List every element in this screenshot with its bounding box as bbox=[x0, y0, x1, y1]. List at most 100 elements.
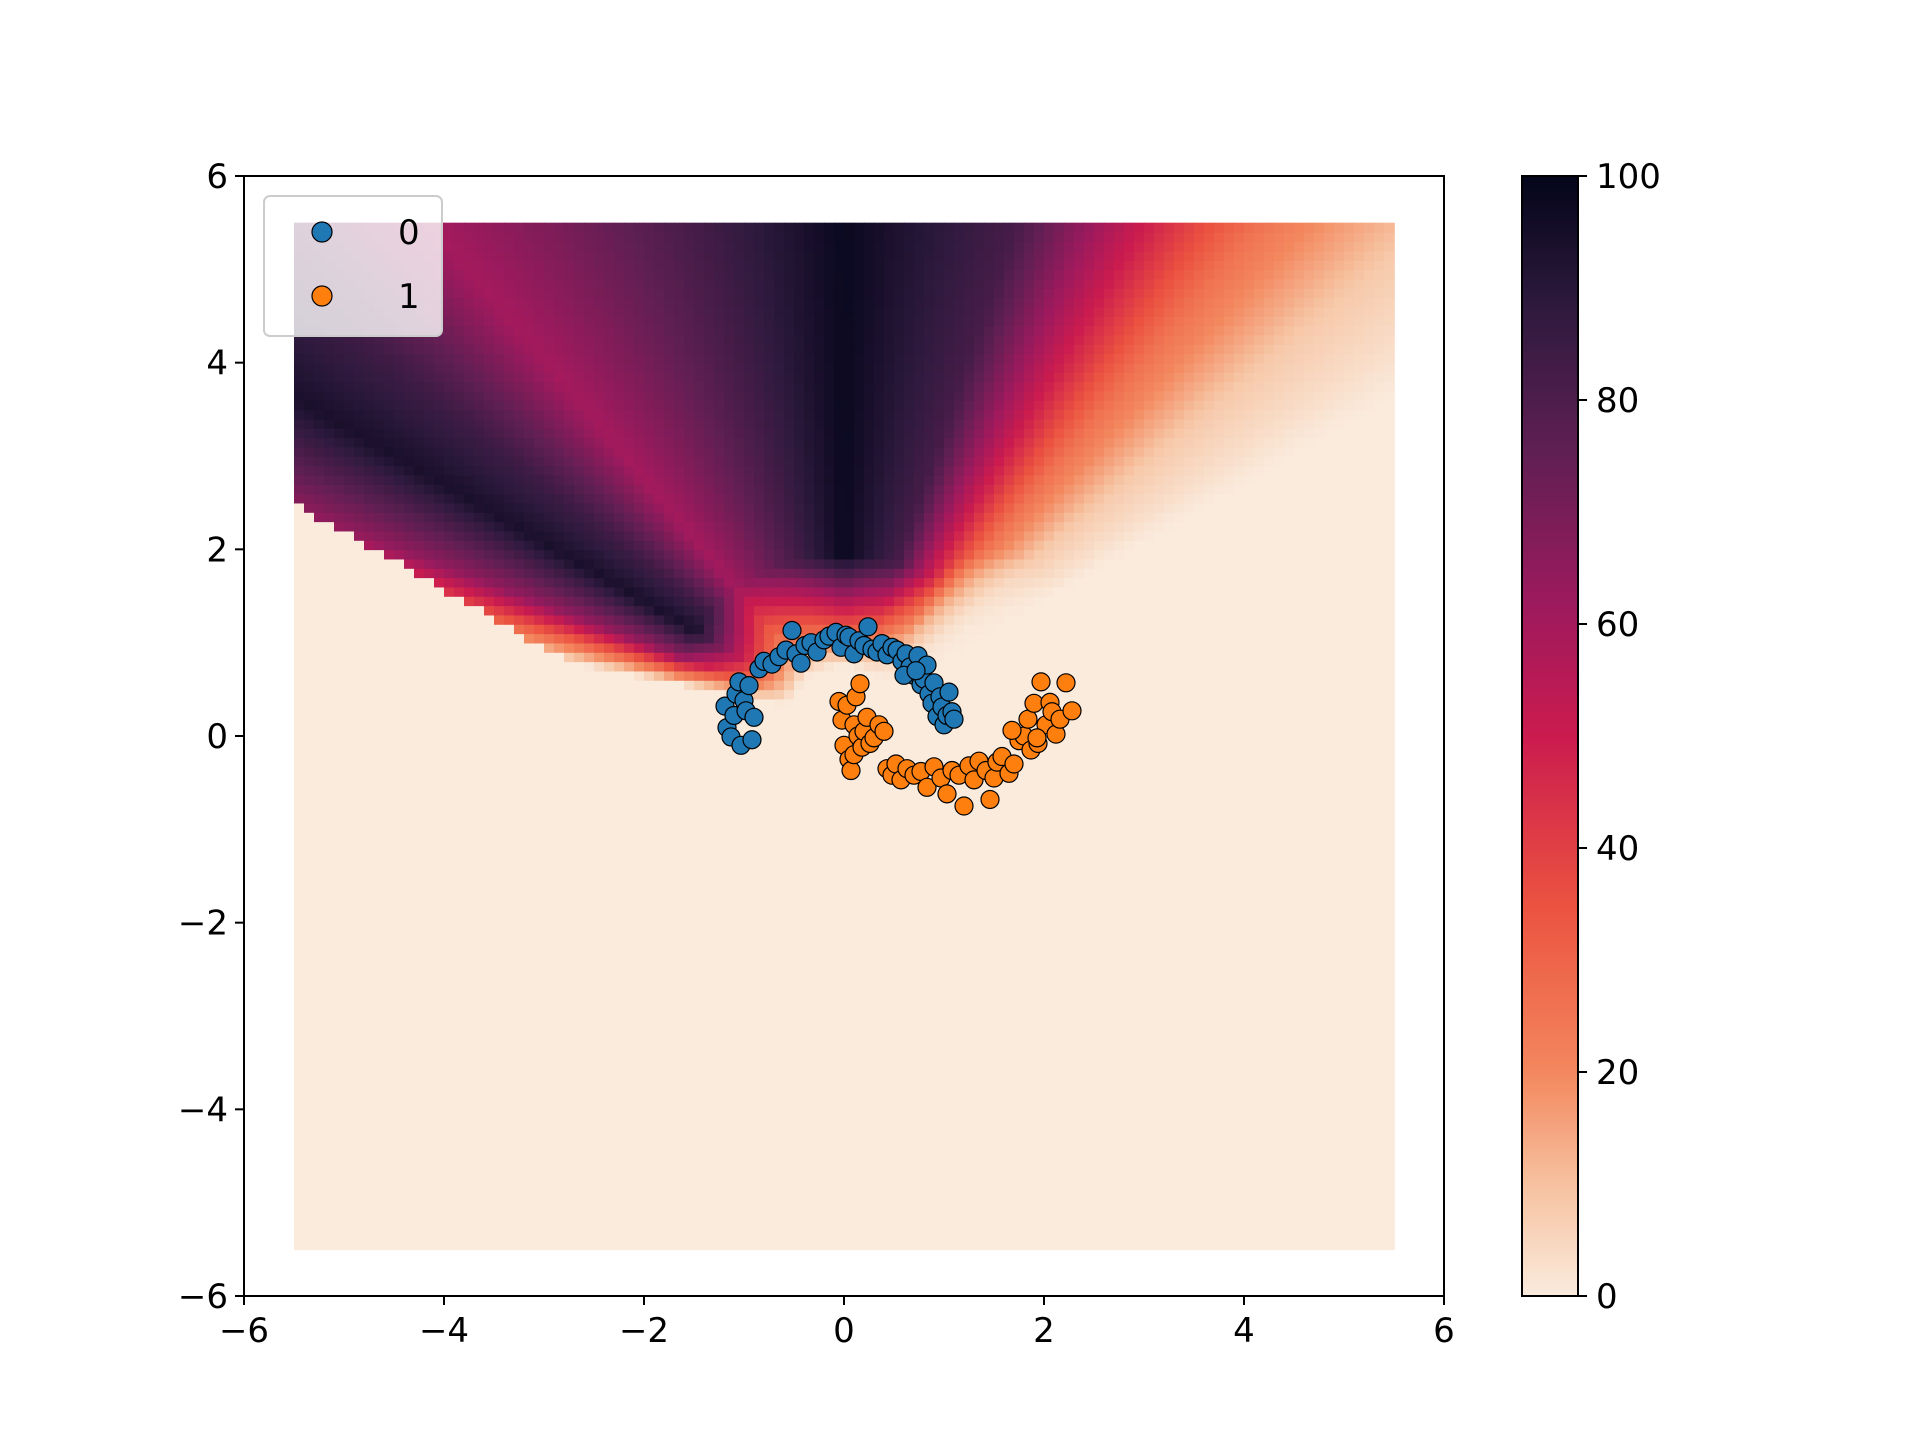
heatmap-cell-4750 bbox=[724, 1053, 735, 1063]
heatmap-cell-2282 bbox=[494, 475, 505, 485]
heatmap-cell-1841 bbox=[454, 484, 465, 494]
heatmap-cell-2899 bbox=[554, 876, 565, 886]
heatmap-cell-3803 bbox=[634, 652, 645, 662]
heatmap-cell-4802 bbox=[724, 568, 735, 578]
heatmap-cell-1775 bbox=[454, 1100, 465, 1110]
heatmap-cell-381 bbox=[324, 764, 335, 774]
heatmap-cell-401 bbox=[324, 577, 335, 587]
heatmap-cell-2643 bbox=[534, 1212, 545, 1222]
heatmap-cell-1267 bbox=[404, 708, 415, 718]
heatmap-cell-1724 bbox=[444, 549, 455, 559]
heatmap-cell-355 bbox=[324, 1007, 335, 1017]
heatmap-cell-804 bbox=[364, 923, 375, 933]
heatmap-cell-1888 bbox=[464, 1072, 475, 1082]
heatmap-cell-2033 bbox=[474, 745, 485, 755]
heatmap-cell-1952 bbox=[464, 475, 475, 485]
heatmap-cell-4399 bbox=[684, 223, 695, 233]
heatmap-cell-4882 bbox=[734, 848, 745, 858]
heatmap-cell-1384 bbox=[414, 643, 425, 653]
heatmap-cell-1736 bbox=[444, 437, 455, 447]
heatmap-cell-2761 bbox=[544, 1137, 555, 1147]
heatmap-cell-53 bbox=[294, 745, 305, 755]
heatmap-cell-4460 bbox=[694, 680, 705, 690]
heatmap-cell-1392 bbox=[414, 568, 425, 578]
heatmap-cell-829 bbox=[364, 689, 375, 699]
heatmap-cell-1982 bbox=[474, 1221, 485, 1231]
heatmap-cell-2859 bbox=[544, 223, 555, 233]
heatmap-cell-2418 bbox=[504, 232, 515, 242]
heatmap-cell-181 bbox=[304, 577, 315, 587]
heatmap-cell-3844 bbox=[634, 269, 645, 279]
heatmap-cell-2781 bbox=[544, 951, 555, 961]
heatmap-cell-1826 bbox=[454, 624, 465, 634]
heatmap-cell-3800 bbox=[634, 680, 645, 690]
heatmap-cell-4271 bbox=[674, 391, 685, 401]
heatmap-cell-947 bbox=[374, 615, 385, 625]
heatmap-cell-3791 bbox=[634, 764, 645, 774]
heatmap-cell-3266 bbox=[584, 531, 595, 541]
heatmap-cell-1671 bbox=[444, 1044, 455, 1054]
heatmap-cell-4052 bbox=[654, 381, 665, 391]
heatmap-cell-844 bbox=[364, 549, 375, 559]
heatmap-cell-3297 bbox=[584, 241, 595, 251]
heatmap-cell-958 bbox=[374, 512, 385, 522]
heatmap-cell-4237 bbox=[674, 708, 685, 718]
heatmap-cell-1079 bbox=[384, 409, 395, 419]
heatmap-cell-113 bbox=[304, 1212, 315, 1222]
heatmap-cell-1780 bbox=[454, 1053, 465, 1063]
heatmap-cell-1184 bbox=[394, 456, 405, 466]
heatmap-cell-4667 bbox=[714, 801, 725, 811]
heatmap-cell-39 bbox=[294, 876, 305, 886]
heatmap-cell-13 bbox=[294, 1119, 305, 1129]
heatmap-cell-3240 bbox=[584, 773, 595, 783]
heatmap-cell-3997 bbox=[654, 895, 665, 905]
heatmap-cell-3036 bbox=[564, 624, 575, 634]
heatmap-cell-1059 bbox=[384, 596, 395, 606]
heatmap-cell-4692 bbox=[714, 568, 725, 578]
heatmap-cell-446 bbox=[334, 1184, 345, 1194]
heatmap-cell-2784 bbox=[544, 923, 555, 933]
heatmap-cell-2524 bbox=[514, 269, 525, 279]
heatmap-cell-3221 bbox=[584, 951, 595, 961]
heatmap-cell-3876 bbox=[644, 997, 655, 1007]
heatmap-cell-1777 bbox=[454, 1081, 465, 1091]
heatmap-cell-1116 bbox=[394, 1091, 405, 1101]
heatmap-cell-1254 bbox=[404, 829, 415, 839]
heatmap-cell-511 bbox=[334, 577, 345, 587]
heatmap-cell-3295 bbox=[584, 260, 595, 270]
heatmap-cell-1665 bbox=[444, 1100, 455, 1110]
heatmap-cell-4121 bbox=[664, 764, 675, 774]
heatmap-cell-2606 bbox=[524, 531, 535, 541]
heatmap-cell-1138 bbox=[394, 885, 405, 895]
heatmap-cell-379 bbox=[324, 783, 335, 793]
heatmap-cell-3749 bbox=[634, 1156, 645, 1166]
heatmap-cell-3078 bbox=[564, 232, 575, 242]
heatmap-cell-5 bbox=[294, 1193, 305, 1203]
heatmap-cell-4769 bbox=[724, 876, 735, 886]
heatmap-cell-2129 bbox=[484, 876, 495, 886]
heatmap-cell-3919 bbox=[644, 596, 655, 606]
heatmap-cell-1268 bbox=[404, 699, 415, 709]
heatmap-cell-2514 bbox=[514, 363, 525, 373]
heatmap-cell-3182 bbox=[574, 288, 585, 298]
heatmap-cell-2424 bbox=[514, 1203, 525, 1213]
heatmap-cell-667 bbox=[354, 1175, 365, 1185]
heatmap-cell-1889 bbox=[464, 1063, 475, 1073]
heatmap-cell-4196 bbox=[674, 1091, 685, 1101]
heatmap-cell-4738 bbox=[724, 1165, 735, 1175]
heatmap-cell-2991 bbox=[564, 1044, 575, 1054]
heatmap-cell-2500 bbox=[514, 493, 525, 503]
heatmap-cell-1217 bbox=[404, 1175, 415, 1185]
heatmap-cell-4125 bbox=[664, 727, 675, 737]
heatmap-cell-1121 bbox=[394, 1044, 405, 1054]
heatmap-cell-3147 bbox=[574, 615, 585, 625]
heatmap-cell-1249 bbox=[404, 876, 415, 886]
heatmap-cell-2823 bbox=[544, 559, 555, 569]
heatmap-cell-3148 bbox=[574, 605, 585, 615]
heatmap-cell-4114 bbox=[664, 829, 675, 839]
heatmap-cell-63 bbox=[294, 652, 305, 662]
heatmap-cell-1129 bbox=[394, 969, 405, 979]
heatmap-cell-459 bbox=[334, 1063, 345, 1073]
heatmap-cell-972 bbox=[374, 381, 385, 391]
heatmap-cell-4638 bbox=[714, 1072, 725, 1082]
